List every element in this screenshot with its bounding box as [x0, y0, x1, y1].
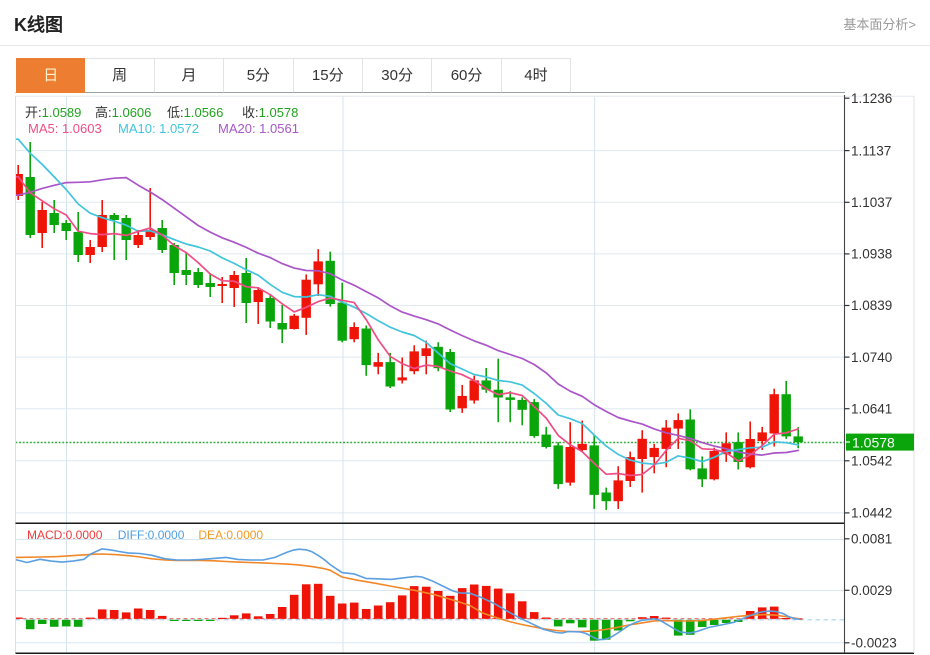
- svg-text:0.0029: 0.0029: [851, 583, 892, 598]
- svg-text:1.0578: 1.0578: [852, 434, 895, 450]
- svg-text:1.0839: 1.0839: [851, 298, 892, 313]
- svg-text:1.1037: 1.1037: [851, 195, 892, 210]
- svg-text:1.0641: 1.0641: [851, 401, 892, 416]
- svg-text:1.1137: 1.1137: [851, 143, 891, 158]
- svg-text:1.1236: 1.1236: [851, 91, 892, 106]
- svg-text:1.0938: 1.0938: [851, 247, 892, 262]
- svg-text:-0.0023: -0.0023: [851, 636, 897, 651]
- svg-text:1.0542: 1.0542: [851, 454, 892, 469]
- svg-text:0.0081: 0.0081: [851, 532, 892, 547]
- svg-text:1.0740: 1.0740: [851, 350, 892, 365]
- svg-text:1.0442: 1.0442: [851, 506, 892, 521]
